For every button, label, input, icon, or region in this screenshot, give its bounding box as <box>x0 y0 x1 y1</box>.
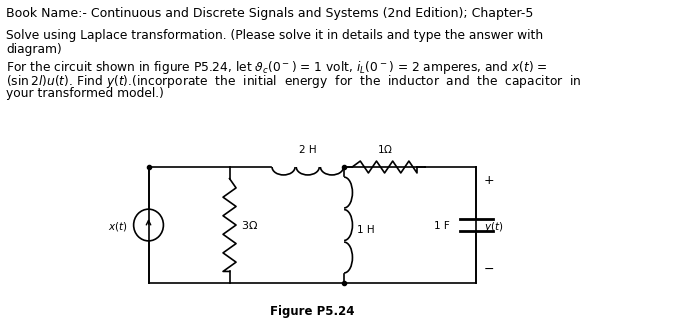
Text: $(\sin 2l)u(t)$. Find $y(t)$.(incorporate  the  initial  energy  for  the  induc: $(\sin 2l)u(t)$. Find $y(t)$.(incorporat… <box>6 73 582 90</box>
Text: 3$\Omega$: 3$\Omega$ <box>241 219 258 231</box>
Text: Figure P5.24: Figure P5.24 <box>270 305 355 318</box>
Text: diagram): diagram) <box>6 43 62 56</box>
Text: your transformed model.): your transformed model.) <box>6 87 164 100</box>
Text: 1 F: 1 F <box>435 221 451 231</box>
Text: Book Name:- Continuous and Discrete Signals and Systems (2nd Edition); Chapter-5: Book Name:- Continuous and Discrete Sign… <box>6 7 533 20</box>
Text: 2 H: 2 H <box>299 145 317 155</box>
Text: For the circuit shown in figure P5.24, let $\vartheta_c(0^-)$ = 1 volt, $i_L(0^-: For the circuit shown in figure P5.24, l… <box>6 59 548 76</box>
Text: $y(t)$: $y(t)$ <box>484 220 504 234</box>
Text: −: − <box>484 263 494 276</box>
Text: Solve using Laplace transformation. (Please solve it in details and type the ans: Solve using Laplace transformation. (Ple… <box>6 29 543 42</box>
Text: $x(t)$: $x(t)$ <box>108 219 128 233</box>
Text: 1 H: 1 H <box>357 225 375 235</box>
Text: 1$\Omega$: 1$\Omega$ <box>377 143 393 155</box>
Text: +: + <box>484 174 495 187</box>
